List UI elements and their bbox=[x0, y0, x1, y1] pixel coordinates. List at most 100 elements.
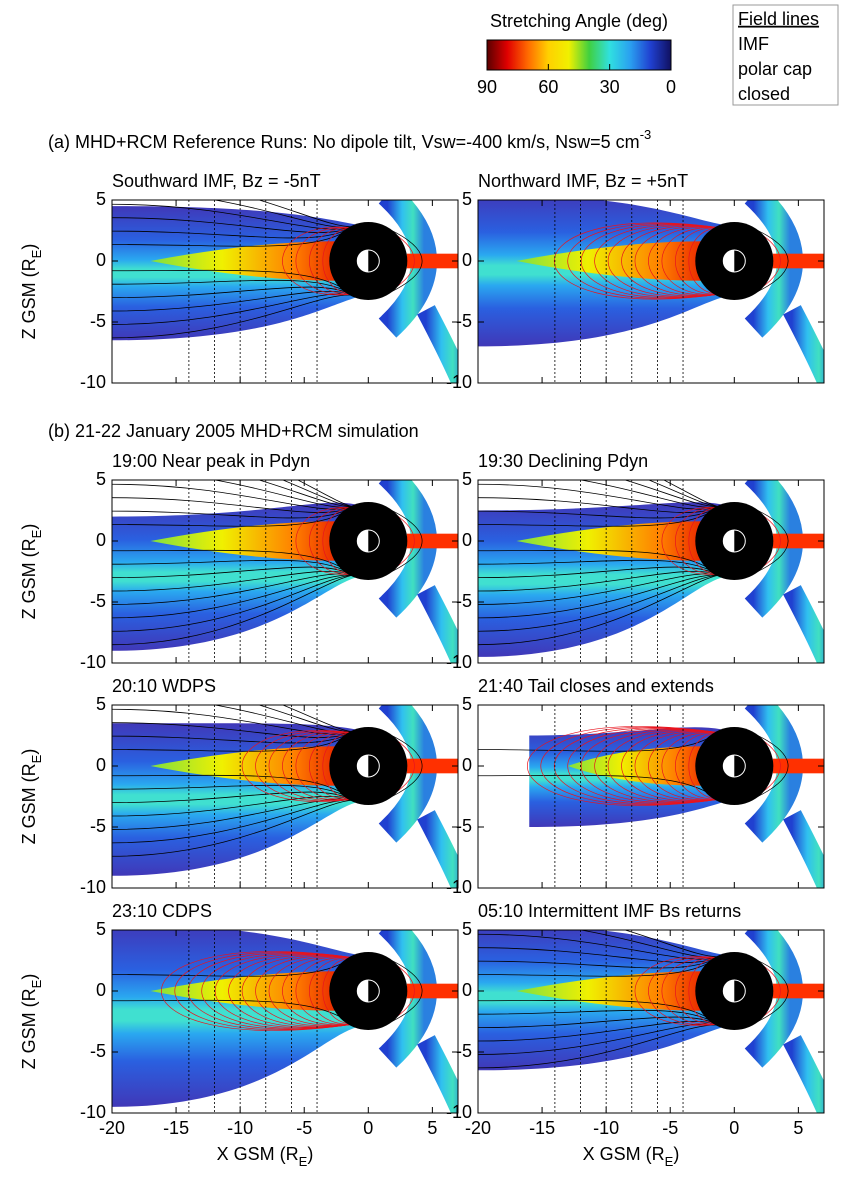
x-axis-label-part: E bbox=[299, 1154, 308, 1169]
field-line bbox=[478, 570, 720, 592]
current-sheet bbox=[150, 971, 356, 1011]
y-axis-label-part: Z GSM (R bbox=[19, 258, 39, 339]
field-line bbox=[661, 227, 722, 295]
y-tick-label: -5 bbox=[90, 1041, 106, 1061]
y-axis-label-part: Z GSM (R bbox=[19, 763, 39, 844]
field-line bbox=[112, 574, 353, 632]
field-line bbox=[309, 957, 356, 1025]
earth-dayside bbox=[723, 250, 735, 272]
plot-frame bbox=[111, 199, 459, 384]
field-line bbox=[578, 480, 719, 508]
field-line bbox=[257, 200, 353, 228]
x-tick-label: -20 bbox=[465, 1118, 491, 1138]
section-heading-part: -3 bbox=[640, 127, 652, 142]
panel-title: 21:40 Tail closes and extends bbox=[478, 676, 714, 696]
plot-frame bbox=[111, 929, 459, 1114]
y-tick-label: 0 bbox=[96, 755, 106, 775]
x-axis-label-part: X GSM (R bbox=[583, 1144, 665, 1164]
panel-title: 19:00 Near peak in Pdyn bbox=[112, 451, 310, 471]
y-tick-label: -5 bbox=[456, 816, 472, 836]
field-line bbox=[112, 722, 354, 738]
y-tick-label: -10 bbox=[446, 652, 472, 672]
field-line bbox=[623, 480, 719, 508]
y-tick-label: 5 bbox=[96, 469, 106, 489]
x-tick-label: -15 bbox=[529, 1118, 555, 1138]
y-tick-label: 5 bbox=[462, 919, 472, 939]
colorbar-title: Stretching Angle (deg) bbox=[490, 11, 668, 31]
x-tick-label: -20 bbox=[99, 1118, 125, 1138]
field-line bbox=[295, 957, 356, 1025]
field-line bbox=[112, 290, 354, 312]
current-sheet bbox=[150, 521, 356, 561]
field-line bbox=[744, 954, 789, 1028]
field-line bbox=[744, 729, 789, 803]
y-axis-label-part: E bbox=[29, 754, 44, 763]
colorbar-tick-label: 90 bbox=[477, 77, 497, 97]
field-line bbox=[282, 956, 356, 1026]
field-line bbox=[112, 279, 354, 296]
field-line bbox=[478, 559, 720, 576]
field-line bbox=[112, 731, 354, 752]
y-axis-label-part: Z GSM (R bbox=[19, 988, 39, 1069]
x-axis-label: X GSM (RE) bbox=[583, 1144, 680, 1169]
field-line bbox=[675, 227, 722, 295]
plot-frame bbox=[477, 704, 825, 889]
field-line bbox=[309, 507, 356, 575]
field-line bbox=[744, 224, 789, 298]
field-line bbox=[309, 227, 356, 295]
field-line bbox=[675, 957, 722, 1025]
earth-dayside bbox=[357, 250, 369, 272]
section-heading-part: (b) 21-22 January 2005 MHD+RCM simulatio… bbox=[48, 421, 419, 441]
x-tick-label: 5 bbox=[793, 1118, 803, 1138]
panel-plot bbox=[112, 705, 458, 888]
panel-title: 23:10 CDPS bbox=[112, 901, 212, 921]
y-axis-label-part: Z GSM (R bbox=[19, 538, 39, 619]
x-tick-label: 0 bbox=[729, 1118, 739, 1138]
field-line bbox=[112, 799, 353, 857]
y-axis-label: Z GSM (RE) bbox=[19, 749, 44, 845]
field-line bbox=[648, 226, 722, 296]
colorbar-tick-label: 0 bbox=[666, 77, 676, 97]
dayside-core bbox=[772, 758, 824, 774]
field-line bbox=[607, 225, 722, 297]
field-line bbox=[478, 956, 720, 977]
y-tick-label: -5 bbox=[456, 311, 472, 331]
earth-dayside bbox=[357, 755, 369, 778]
y-axis-label: Z GSM (RE) bbox=[19, 524, 44, 620]
field-line bbox=[478, 1020, 720, 1042]
x-tick-label: -5 bbox=[662, 1118, 678, 1138]
field-line bbox=[112, 226, 354, 247]
field-line bbox=[112, 574, 353, 619]
current-sheet bbox=[516, 241, 722, 281]
field-line bbox=[255, 955, 356, 1027]
dayside-band bbox=[417, 585, 458, 663]
x-axis-label-part: ) bbox=[673, 1144, 679, 1164]
panel-title: Northward IMF, Bz = +5nT bbox=[478, 171, 688, 191]
dayside-core bbox=[406, 758, 458, 774]
dayside-band bbox=[783, 810, 824, 888]
current-sheet bbox=[516, 971, 722, 1011]
earth-dayside bbox=[357, 530, 369, 552]
earth-dayside bbox=[723, 980, 735, 1002]
field-line bbox=[567, 728, 722, 804]
field-line bbox=[478, 574, 719, 619]
x-tick-label: 5 bbox=[427, 1118, 437, 1138]
panel-plot bbox=[478, 705, 824, 888]
field-line bbox=[621, 225, 722, 297]
section-heading: (b) 21-22 January 2005 MHD+RCM simulatio… bbox=[48, 421, 419, 441]
field-line bbox=[634, 731, 722, 801]
plot-frame bbox=[111, 479, 459, 664]
dayside-band bbox=[783, 1035, 824, 1113]
panel-plot bbox=[478, 200, 824, 383]
field-line bbox=[661, 957, 722, 1025]
field-line bbox=[112, 774, 354, 801]
field-line bbox=[241, 730, 356, 802]
field-line bbox=[378, 504, 423, 578]
field-line bbox=[281, 480, 353, 508]
field-line bbox=[581, 223, 722, 299]
panel-plot bbox=[478, 930, 824, 1113]
field-line bbox=[112, 570, 354, 592]
field-line bbox=[282, 226, 356, 296]
y-tick-label: -10 bbox=[446, 372, 472, 392]
y-axis-label-part: E bbox=[29, 249, 44, 258]
